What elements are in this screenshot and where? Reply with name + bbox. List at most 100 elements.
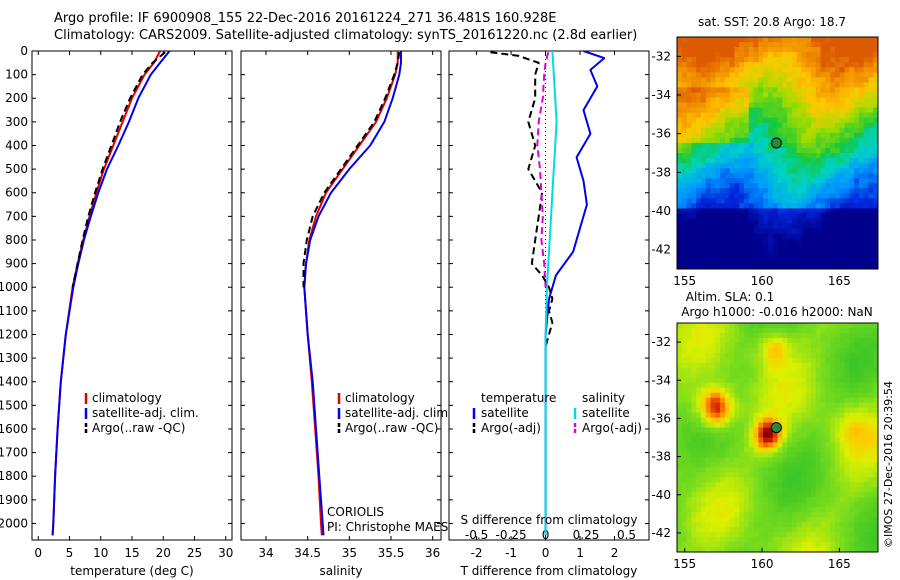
- map-cell: [729, 248, 736, 255]
- map-cell: [806, 47, 812, 53]
- map-cell: [724, 228, 731, 235]
- map-cell: [767, 72, 774, 78]
- map-cell: [753, 412, 759, 419]
- map-cell: [825, 87, 831, 94]
- map-cell: [868, 258, 874, 265]
- map-cell: [681, 153, 688, 159]
- map-cell: [854, 392, 860, 399]
- map-cell: [734, 477, 740, 483]
- map-cell: [720, 193, 726, 199]
- map-cell: [715, 497, 721, 503]
- map-cell: [830, 452, 836, 459]
- map-cell: [686, 77, 692, 83]
- map-cell: [796, 522, 803, 528]
- map-cell: [777, 153, 783, 159]
- map-cell: [849, 188, 855, 194]
- map-cell: [758, 228, 764, 235]
- map-cell: [724, 142, 731, 149]
- map-cell: [720, 342, 726, 349]
- map-cell: [748, 502, 755, 508]
- map-cell: [691, 332, 697, 339]
- map-cell: [710, 323, 716, 329]
- map-cell: [854, 87, 860, 94]
- map-cell: [686, 92, 692, 99]
- map-cell: [815, 502, 822, 508]
- map-cell: [696, 77, 702, 83]
- map-cell: [753, 97, 759, 104]
- map-cell: [700, 208, 707, 215]
- map-cell: [834, 537, 841, 543]
- map-cell: [849, 112, 855, 119]
- map-cell: [815, 362, 822, 369]
- map-cell: [815, 223, 822, 230]
- map-cell: [739, 127, 745, 134]
- map-cell: [791, 147, 798, 154]
- map-cell: [873, 532, 878, 538]
- map-cell: [830, 37, 836, 43]
- map-cell: [710, 77, 716, 83]
- map-cell: [763, 507, 769, 513]
- map-cell: [767, 527, 774, 533]
- map-cell: [724, 387, 731, 394]
- map-cell: [858, 188, 865, 194]
- map-cell: [811, 512, 817, 518]
- map-cell: [844, 198, 850, 205]
- map-cell: [677, 512, 683, 518]
- map-cell: [729, 342, 736, 349]
- map-cell: [772, 173, 779, 179]
- map-cell: [710, 527, 716, 533]
- y-tick-label: 1600: [0, 422, 28, 436]
- map-cell: [720, 168, 726, 174]
- map-cell: [753, 82, 759, 89]
- map-cell: [854, 377, 860, 384]
- map-cell: [830, 117, 836, 124]
- map-cell: [849, 357, 855, 364]
- map-cell: [753, 482, 759, 488]
- map-cell: [796, 42, 803, 48]
- map-cell: [825, 163, 831, 169]
- map-cell: [777, 47, 783, 53]
- map-cell: [839, 492, 846, 498]
- map-cell: [681, 198, 688, 205]
- map-cell: [787, 137, 793, 144]
- map-cell: [715, 243, 721, 250]
- map-cell: [700, 337, 707, 344]
- map-cell: [796, 342, 803, 349]
- map-cell: [700, 238, 707, 245]
- map-cell: [763, 422, 769, 429]
- map-cell: [686, 218, 692, 225]
- map-cell: [710, 163, 716, 169]
- map-cell: [758, 323, 764, 329]
- map-cell: [830, 173, 836, 179]
- map-cell: [796, 87, 803, 94]
- map-cell: [700, 517, 707, 523]
- map-cell: [782, 223, 788, 230]
- map-cell: [820, 437, 826, 444]
- map-cell: [700, 163, 707, 169]
- x-tick-label: 1: [576, 546, 584, 560]
- map-cell: [700, 512, 707, 518]
- map-cell: [681, 62, 688, 68]
- map-cell: [758, 193, 764, 199]
- map-cell: [834, 173, 841, 179]
- map-cell: [863, 178, 870, 184]
- map-cell: [777, 367, 783, 374]
- map-cell: [854, 147, 860, 154]
- map-cell: [705, 527, 712, 533]
- map-cell: [873, 447, 878, 454]
- map-cell: [858, 537, 865, 543]
- map-cell: [825, 452, 831, 459]
- map-cell: [863, 132, 870, 139]
- map-cell: [696, 213, 702, 220]
- map-cell: [849, 482, 855, 488]
- map-cell: [705, 432, 712, 439]
- map-cell: [763, 77, 769, 83]
- map-cell: [748, 87, 755, 94]
- map-cell: [849, 337, 855, 344]
- map-cell: [734, 527, 740, 533]
- map-cell: [748, 47, 755, 53]
- sst-map-title: sat. SST: 20.8 Argo: 18.7: [698, 15, 846, 29]
- map-cell: [744, 517, 750, 523]
- map-cell: [863, 147, 870, 154]
- map-cell: [844, 263, 850, 269]
